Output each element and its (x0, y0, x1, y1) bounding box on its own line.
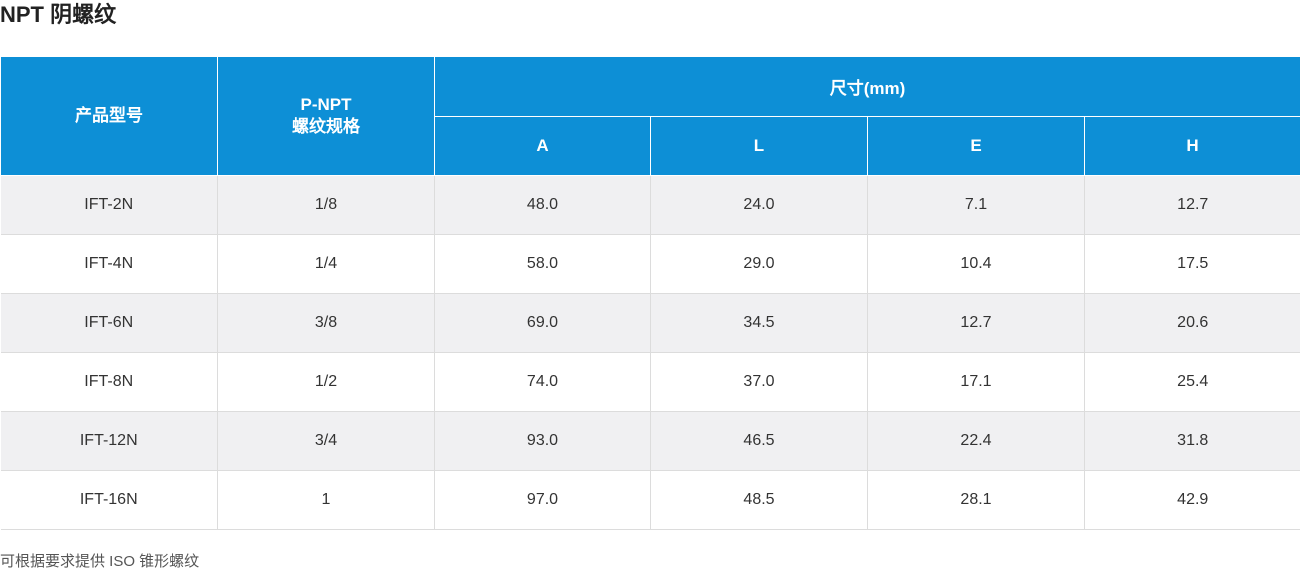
cell-spec: 1/2 (218, 353, 435, 412)
cell-model: IFT-2N (1, 176, 218, 235)
cell-a: 93.0 (435, 412, 651, 471)
header-thread-spec-line1: P-NPT (218, 94, 434, 116)
cell-e: 12.7 (868, 294, 1085, 353)
cell-e: 17.1 (868, 353, 1085, 412)
cell-model: IFT-8N (1, 353, 218, 412)
spec-table: 产品型号 P-NPT 螺纹规格 尺寸(mm) A L E H IFT-2N 1/… (0, 56, 1300, 530)
cell-model: IFT-4N (1, 235, 218, 294)
cell-h: 17.5 (1085, 235, 1300, 294)
cell-a: 97.0 (435, 471, 651, 530)
header-dimensions-group: 尺寸(mm) (435, 57, 1300, 117)
cell-e: 28.1 (868, 471, 1085, 530)
cell-h: 42.9 (1085, 471, 1300, 530)
table-body: IFT-2N 1/8 48.0 24.0 7.1 12.7 IFT-4N 1/4… (1, 176, 1300, 530)
cell-h: 31.8 (1085, 412, 1300, 471)
cell-h: 25.4 (1085, 353, 1300, 412)
cell-a: 74.0 (435, 353, 651, 412)
table-row: IFT-4N 1/4 58.0 29.0 10.4 17.5 (1, 235, 1300, 294)
cell-a: 58.0 (435, 235, 651, 294)
cell-l: 37.0 (651, 353, 868, 412)
cell-h: 20.6 (1085, 294, 1300, 353)
table-header: 产品型号 P-NPT 螺纹规格 尺寸(mm) A L E H (1, 57, 1300, 176)
cell-spec: 1/4 (218, 235, 435, 294)
cell-spec: 3/4 (218, 412, 435, 471)
table-row: IFT-16N 1 97.0 48.5 28.1 42.9 (1, 471, 1300, 530)
cell-a: 69.0 (435, 294, 651, 353)
header-model: 产品型号 (1, 57, 218, 176)
cell-model: IFT-16N (1, 471, 218, 530)
cell-l: 29.0 (651, 235, 868, 294)
table-row: IFT-12N 3/4 93.0 46.5 22.4 31.8 (1, 412, 1300, 471)
table-row: IFT-8N 1/2 74.0 37.0 17.1 25.4 (1, 353, 1300, 412)
table-row: IFT-2N 1/8 48.0 24.0 7.1 12.7 (1, 176, 1300, 235)
cell-l: 24.0 (651, 176, 868, 235)
cell-l: 48.5 (651, 471, 868, 530)
header-dim-l: L (651, 116, 868, 176)
cell-e: 10.4 (868, 235, 1085, 294)
header-thread-spec: P-NPT 螺纹规格 (218, 57, 435, 176)
cell-e: 22.4 (868, 412, 1085, 471)
cell-spec: 1 (218, 471, 435, 530)
cell-l: 34.5 (651, 294, 868, 353)
header-dim-a: A (435, 116, 651, 176)
cell-spec: 1/8 (218, 176, 435, 235)
cell-model: IFT-12N (1, 412, 218, 471)
cell-l: 46.5 (651, 412, 868, 471)
table-row: IFT-6N 3/8 69.0 34.5 12.7 20.6 (1, 294, 1300, 353)
cell-h: 12.7 (1085, 176, 1300, 235)
header-dim-h: H (1085, 116, 1300, 176)
cell-spec: 3/8 (218, 294, 435, 353)
header-thread-spec-line2: 螺纹规格 (218, 116, 434, 138)
cell-a: 48.0 (435, 176, 651, 235)
cell-e: 7.1 (868, 176, 1085, 235)
header-dim-e: E (868, 116, 1085, 176)
cell-model: IFT-6N (1, 294, 218, 353)
page-title: NPT 阴螺纹 (0, 0, 116, 30)
footnote: 可根据要求提供 ISO 锥形螺纹 (0, 552, 199, 572)
